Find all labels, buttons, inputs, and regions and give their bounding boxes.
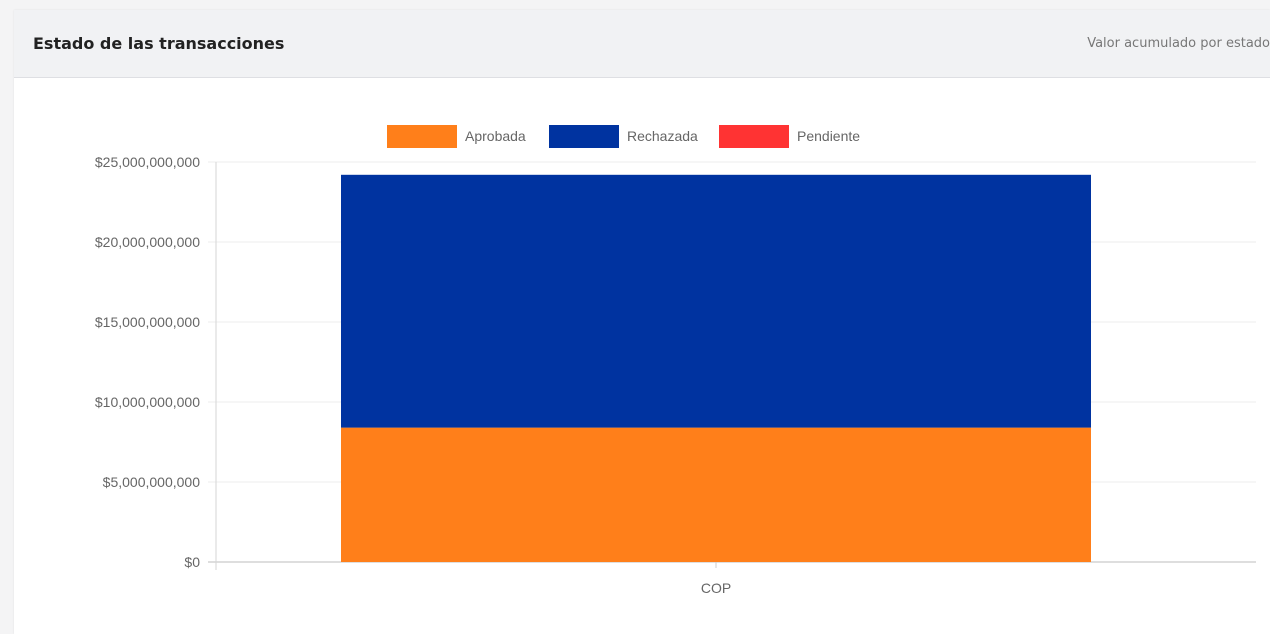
legend-swatch-pendiente [719,125,789,148]
card-title: Estado de las transacciones [33,34,285,53]
legend-label-aprobada: Aprobada [465,128,526,144]
legend-label-pendiente: Pendiente [797,128,860,144]
y-tick-label: $20,000,000,000 [95,234,200,250]
card-header: Estado de las transacciones Valor acumul… [14,10,1270,78]
legend-swatch-rechazada [549,125,619,148]
card-subtitle: Valor acumulado por estado [1087,36,1270,51]
legend-label-rechazada: Rechazada [627,128,698,144]
y-tick-label: $25,000,000,000 [95,154,200,170]
y-tick-label: $10,000,000,000 [95,394,200,410]
y-tick-label: $5,000,000,000 [103,474,201,490]
bar-segment-rechazada [341,174,1091,428]
y-tick-label: $0 [184,554,200,570]
y-tick-label: $15,000,000,000 [95,314,200,330]
legend-swatch-aprobada [387,125,457,148]
bar-segment-aprobada [341,427,1091,562]
x-category-label: COP [701,580,731,596]
